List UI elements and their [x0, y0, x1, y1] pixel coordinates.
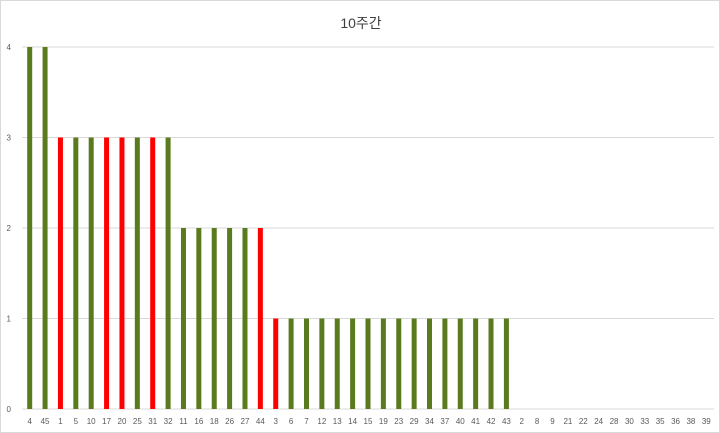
x-tick-label: 44 — [256, 417, 265, 426]
bar-41 — [473, 318, 479, 409]
bar-5 — [73, 137, 79, 409]
bar-23 — [396, 318, 402, 409]
bar-43 — [503, 318, 509, 409]
bar-40 — [457, 318, 463, 409]
bar-32 — [165, 137, 171, 409]
x-tick-label: 33 — [640, 417, 649, 426]
bars — [27, 47, 509, 409]
chart-title: 10주간 — [340, 15, 381, 31]
bar-20 — [119, 137, 125, 409]
y-tick-label: 0 — [7, 405, 12, 414]
x-tick-label: 10 — [87, 417, 96, 426]
x-tick-label: 45 — [41, 417, 50, 426]
x-tick-label: 25 — [133, 417, 142, 426]
x-tick-label: 9 — [550, 417, 555, 426]
bar-14 — [350, 318, 356, 409]
bar-45 — [42, 47, 48, 409]
x-tick-label: 17 — [102, 417, 111, 426]
bar-31 — [150, 137, 156, 409]
x-tick-label: 11 — [179, 417, 188, 426]
bar-15 — [365, 318, 371, 409]
bar-17 — [104, 137, 110, 409]
x-tick-label: 6 — [289, 417, 294, 426]
x-tick-label: 22 — [579, 417, 588, 426]
y-tick-label: 2 — [7, 224, 12, 233]
x-tick-label: 38 — [686, 417, 695, 426]
x-tick-label: 40 — [456, 417, 465, 426]
x-tick-label: 43 — [502, 417, 511, 426]
x-tick-label: 1 — [58, 417, 63, 426]
bar-13 — [334, 318, 340, 409]
x-tick-label: 16 — [194, 417, 203, 426]
bar-3 — [273, 318, 279, 409]
bar-27 — [242, 228, 248, 409]
x-tick-label: 36 — [671, 417, 680, 426]
bar-42 — [488, 318, 494, 409]
x-tick-label: 19 — [379, 417, 388, 426]
bar-4 — [27, 47, 33, 409]
x-tick-label: 5 — [74, 417, 79, 426]
bar-18 — [211, 228, 217, 409]
bar-12 — [319, 318, 325, 409]
x-tick-label: 29 — [410, 417, 419, 426]
x-tick-label: 8 — [535, 417, 540, 426]
x-tick-label: 4 — [27, 417, 32, 426]
x-tick-label: 26 — [225, 417, 234, 426]
x-tick-label: 23 — [394, 417, 403, 426]
bar-6 — [288, 318, 294, 409]
x-tick-label: 15 — [364, 417, 373, 426]
bar-29 — [411, 318, 417, 409]
x-axis-ticks: 4 45 1 5 10 17 20 25 31 32 11 16 18 26 27 44 3 6 7 12 13 14 15… — [27, 417, 711, 426]
x-tick-label: 39 — [702, 417, 711, 426]
bar-11 — [180, 228, 186, 409]
bar-44 — [257, 228, 263, 409]
x-tick-label: 18 — [210, 417, 219, 426]
x-tick-label: 20 — [118, 417, 127, 426]
bar-34 — [427, 318, 433, 409]
x-tick-label: 3 — [274, 417, 279, 426]
bar-37 — [442, 318, 448, 409]
x-tick-label: 30 — [625, 417, 634, 426]
y-tick-label: 1 — [7, 315, 12, 324]
bar-7 — [303, 318, 309, 409]
x-tick-label: 2 — [520, 417, 525, 426]
x-tick-label: 24 — [594, 417, 603, 426]
x-tick-label: 12 — [317, 417, 326, 426]
x-tick-label: 32 — [164, 417, 173, 426]
x-tick-label: 42 — [487, 417, 496, 426]
x-tick-label: 31 — [148, 417, 157, 426]
x-tick-label: 27 — [241, 417, 250, 426]
bar-16 — [196, 228, 202, 409]
y-tick-label: 3 — [7, 134, 12, 143]
x-tick-label: 34 — [425, 417, 434, 426]
x-tick-label: 21 — [563, 417, 572, 426]
bar-19 — [380, 318, 386, 409]
x-tick-label: 14 — [348, 417, 357, 426]
bar-25 — [134, 137, 140, 409]
x-tick-label: 28 — [610, 417, 619, 426]
x-tick-label: 37 — [440, 417, 449, 426]
bar-1 — [57, 137, 63, 409]
x-tick-label: 35 — [656, 417, 665, 426]
y-axis-ticks: 0 1 2 3 4 — [7, 43, 12, 414]
x-tick-label: 13 — [333, 417, 342, 426]
bar-10 — [88, 137, 94, 409]
x-tick-label: 7 — [304, 417, 309, 426]
y-tick-label: 4 — [7, 43, 12, 52]
bar-26 — [227, 228, 233, 409]
x-tick-label: 41 — [471, 417, 480, 426]
